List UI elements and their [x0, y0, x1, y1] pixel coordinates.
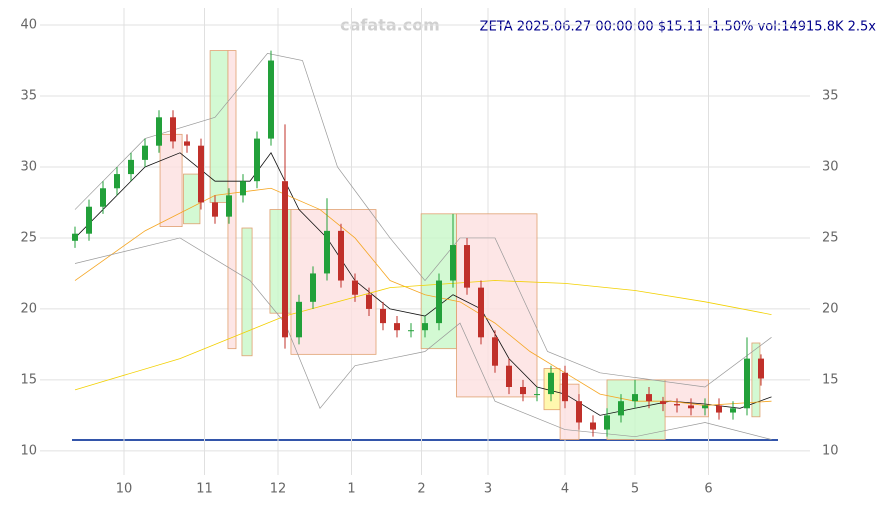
candle-body	[632, 394, 638, 402]
candle-body	[618, 401, 624, 416]
candle-body	[352, 280, 358, 295]
candle-body	[450, 245, 456, 281]
y-tick-label: 20	[20, 301, 37, 316]
candle-body	[394, 323, 400, 331]
candle-body	[562, 372, 568, 402]
zone	[751, 342, 761, 418]
candle-body	[142, 145, 148, 160]
y-tick-label: 40	[20, 18, 37, 33]
indicator-line	[74, 53, 772, 388]
candle-body	[128, 159, 134, 175]
y-tick-label: 35	[20, 89, 37, 104]
zone	[456, 213, 538, 398]
y2-tick-label: 30	[822, 159, 839, 174]
y2-tick-label: 35	[822, 89, 839, 104]
zone	[159, 133, 183, 227]
x-tick-label: 6	[704, 482, 712, 497]
candle-body	[534, 394, 540, 396]
y2-tick-label: 10	[822, 443, 839, 458]
candle-body	[576, 401, 582, 423]
candle-body	[254, 138, 260, 182]
y-tick-label: 15	[20, 372, 37, 387]
candle-body	[226, 195, 232, 217]
indicator-line	[74, 280, 772, 391]
candle-body	[86, 206, 92, 234]
candle-body	[184, 141, 190, 146]
candle-body	[464, 245, 470, 288]
x-tick-label: 5	[631, 482, 639, 497]
candle-body	[212, 202, 218, 217]
zone	[606, 379, 666, 440]
candle-body	[716, 405, 722, 413]
candle-body	[604, 415, 610, 430]
candle-body	[380, 308, 386, 324]
candle-body	[688, 405, 694, 409]
candle-body	[702, 405, 708, 409]
candle-body	[590, 422, 596, 430]
x-tick-label: 12	[270, 482, 287, 497]
x-tick-label: 4	[561, 482, 569, 497]
y2-tick-label: 25	[822, 230, 839, 245]
candle-body	[338, 230, 344, 281]
candle-body	[506, 365, 512, 387]
zone	[183, 173, 201, 225]
candle-body	[170, 117, 176, 142]
chart-title: ZETA 2025.06.27 00:00:00 $15.11 -1.50% v…	[480, 20, 877, 35]
candle-body	[674, 404, 680, 406]
x-tick-label: 1	[347, 482, 355, 497]
candle-body	[492, 337, 498, 366]
x-tick-label: 2	[417, 482, 425, 497]
candle-body	[324, 230, 330, 274]
candle-body	[100, 188, 106, 207]
indicator-line	[74, 237, 772, 440]
candle-body	[408, 330, 414, 332]
candle-body	[436, 280, 442, 324]
y-tick-label: 30	[20, 159, 37, 174]
candle-body	[366, 294, 372, 309]
candle-body	[198, 145, 204, 203]
zone	[290, 209, 377, 355]
candle-body	[268, 60, 274, 139]
candle-body	[422, 323, 428, 331]
candle-body	[114, 174, 120, 189]
x-tick-label: 11	[196, 482, 213, 497]
candle-body	[282, 181, 288, 338]
x-tick-label: 10	[116, 482, 133, 497]
y2-tick-label: 15	[822, 372, 839, 387]
candle-body	[646, 394, 652, 402]
candle-body	[758, 358, 764, 379]
candle-body	[744, 358, 750, 409]
candle-body	[296, 301, 302, 338]
candle-body	[660, 401, 666, 405]
candle-body	[730, 408, 736, 413]
y2-tick-label: 20	[822, 301, 839, 316]
candle-body	[72, 233, 78, 241]
zone	[664, 379, 709, 418]
y-tick-label: 25	[20, 230, 37, 245]
candle-body	[478, 287, 484, 338]
candle-body	[548, 372, 554, 395]
x-tick-label: 3	[484, 482, 492, 497]
zone	[241, 227, 253, 357]
y-tick-label: 10	[20, 443, 37, 458]
candle-body	[156, 117, 162, 146]
candle-body	[240, 181, 246, 196]
candle-body	[520, 386, 526, 395]
candle-body	[310, 273, 316, 302]
